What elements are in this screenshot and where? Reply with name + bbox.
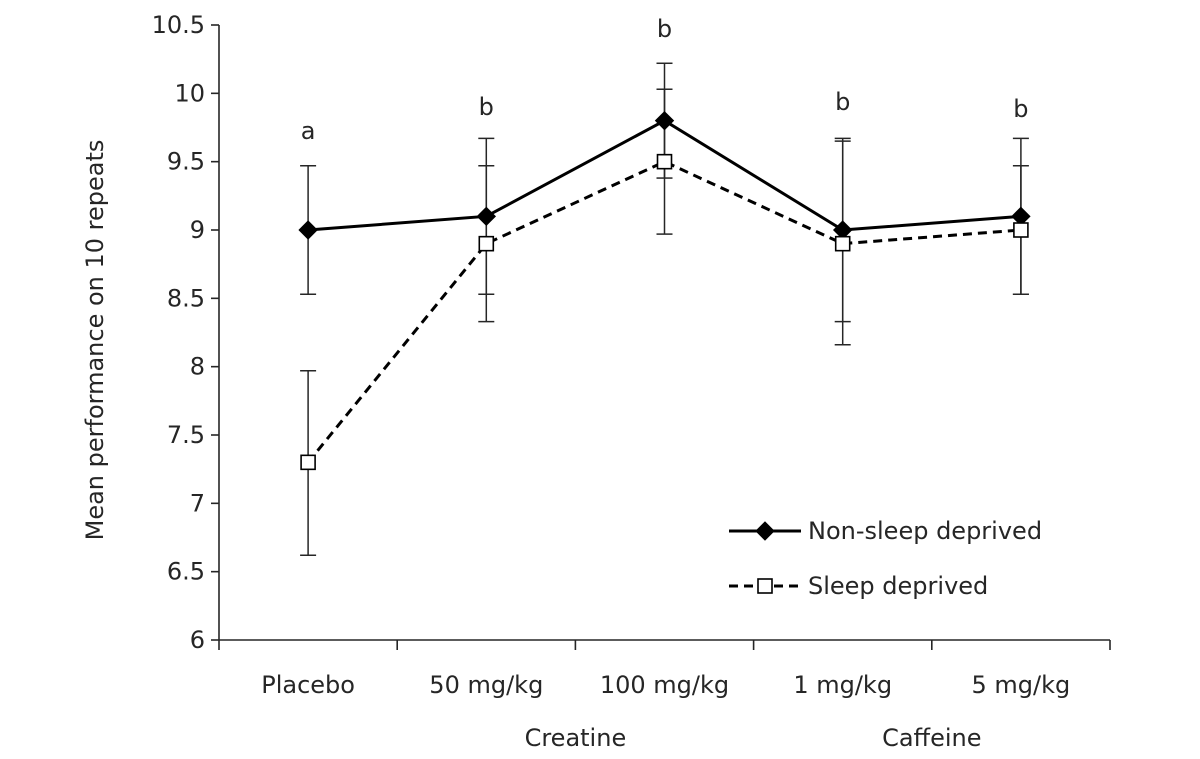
y-axis-label: Mean performance on 10 repeats [81, 140, 109, 541]
y-tick-label: 6 [190, 626, 205, 654]
x-category-label: 5 mg/kg [972, 671, 1071, 699]
data-point [476, 206, 497, 227]
data-point [654, 110, 675, 131]
legend-marker [755, 521, 775, 541]
data-point [1013, 222, 1029, 238]
series-markers [298, 110, 1031, 471]
x-category-label: 100 mg/kg [600, 671, 729, 699]
y-tick-label: 10 [174, 79, 205, 107]
significance-labels: a b b b b [301, 15, 1029, 145]
data-point [656, 153, 673, 170]
significance-label: b [835, 88, 850, 116]
x-category-label: 1 mg/kg [793, 671, 892, 699]
y-tick-label: 8.5 [167, 284, 205, 312]
legend: Non-sleep deprived Sleep deprived [729, 517, 1042, 600]
y-tick-label: 8 [190, 353, 205, 381]
error-bars [300, 62, 1029, 557]
significance-label: a [301, 117, 316, 145]
significance-label: b [479, 93, 494, 121]
series-line-sleep-deprived [306, 160, 1022, 464]
y-tick-label: 9.5 [167, 148, 205, 176]
y-tick-label: 7 [190, 489, 205, 517]
legend-label: Sleep deprived [808, 572, 988, 600]
significance-label: b [657, 15, 672, 43]
data-point [298, 220, 318, 240]
x-category-label: 50 mg/kg [429, 671, 543, 699]
significance-label: b [1013, 95, 1028, 123]
y-axis: 6 6.5 7 7.5 8 8.5 9 9.5 10 10.5 [152, 11, 220, 654]
x-group-label: Caffeine [882, 724, 981, 752]
y-tick-label: 6.5 [167, 558, 205, 586]
data-point [834, 235, 851, 252]
data-point [300, 454, 316, 471]
x-group-label: Creatine [525, 724, 627, 752]
y-tick-label: 7.5 [167, 421, 205, 449]
data-point [478, 235, 495, 252]
y-tick-label: 10.5 [152, 11, 205, 39]
legend-label: Non-sleep deprived [808, 517, 1042, 545]
y-tick-label: 9 [190, 216, 205, 244]
x-category-label: Placebo [261, 671, 355, 699]
legend-marker [757, 578, 773, 594]
x-axis: Placebo 50 mg/kg 100 mg/kg 1 mg/kg 5 mg/kg Cr… [218, 639, 1111, 752]
